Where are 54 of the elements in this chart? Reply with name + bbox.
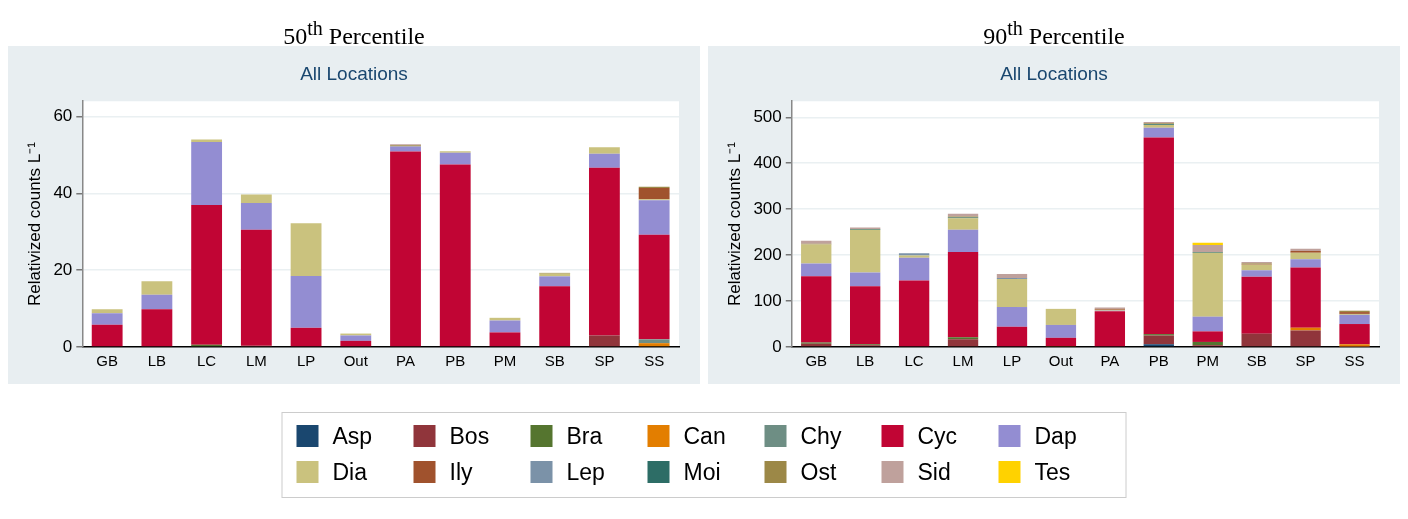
legend-label: Moi — [683, 458, 721, 486]
x-tick-label: LB — [147, 352, 167, 370]
x-tick-label: PM — [493, 352, 517, 370]
x-tick-label: PB — [445, 352, 466, 370]
x-tick-label: PB — [1148, 352, 1169, 370]
x-tick-label: GB — [805, 352, 828, 370]
legend-label: Cyc — [917, 422, 958, 450]
x-tick-label: PA — [396, 352, 415, 370]
chart-subtitle: All Locations — [300, 63, 408, 86]
x-tick-label: Out — [1048, 352, 1074, 370]
chart-title: 50$^{th}$ Percentile — [283, 16, 425, 49]
x-tick-label: LB — [855, 352, 875, 370]
y-axis-title: Relativized counts L⁻¹ — [24, 141, 44, 307]
y-tick-label: 500 — [753, 106, 782, 126]
y-tick-label: 40 — [53, 183, 73, 203]
legend-label: Sid — [917, 458, 951, 486]
x-tick-label: LC — [197, 352, 217, 370]
x-tick-label: LM — [952, 352, 974, 370]
legend-label: Dia — [332, 458, 368, 486]
legend-label: Ost — [800, 458, 837, 486]
y-tick-label: 300 — [753, 198, 782, 218]
x-tick-label: SP — [1295, 352, 1316, 370]
y-tick-label: 200 — [753, 244, 782, 264]
x-tick-label: SS — [1344, 352, 1365, 370]
legend-label: Tes — [1034, 458, 1071, 486]
x-tick-label: SB — [1246, 352, 1267, 370]
legend-label: Dap — [1034, 422, 1077, 450]
y-tick-label: 0 — [772, 336, 782, 356]
y-tick-label: 100 — [753, 290, 782, 310]
legend-label: Can — [683, 422, 726, 450]
x-tick-label: Out — [343, 352, 369, 370]
x-tick-label: LM — [245, 352, 267, 370]
x-tick-label: SS — [644, 352, 665, 370]
x-tick-label: SP — [594, 352, 615, 370]
y-tick-label: 20 — [53, 259, 73, 279]
legend-label: Bra — [566, 422, 603, 450]
legend-label: Ily — [449, 458, 473, 486]
legend-label: Chy — [800, 422, 842, 450]
x-tick-label: LC — [904, 352, 924, 370]
y-tick-label: 0 — [62, 336, 73, 356]
x-tick-label: SB — [544, 352, 565, 370]
x-tick-label: GB — [96, 352, 119, 370]
legend-label: Lep — [566, 458, 605, 486]
x-tick-label: PA — [1100, 352, 1120, 370]
chart-title: 90$^{th}$ Percentile — [983, 16, 1125, 49]
x-tick-label: PM — [1196, 352, 1219, 370]
y-tick-label: 60 — [53, 106, 73, 126]
chart-subtitle: All Locations — [1000, 63, 1108, 86]
legend-label: Bos — [449, 422, 490, 450]
y-axis-title: Relativized counts L⁻¹ — [724, 141, 744, 307]
legend-label: Asp — [332, 422, 373, 450]
x-tick-label: LP — [1002, 352, 1022, 370]
x-tick-label: LP — [296, 352, 316, 370]
y-tick-label: 400 — [753, 152, 782, 172]
